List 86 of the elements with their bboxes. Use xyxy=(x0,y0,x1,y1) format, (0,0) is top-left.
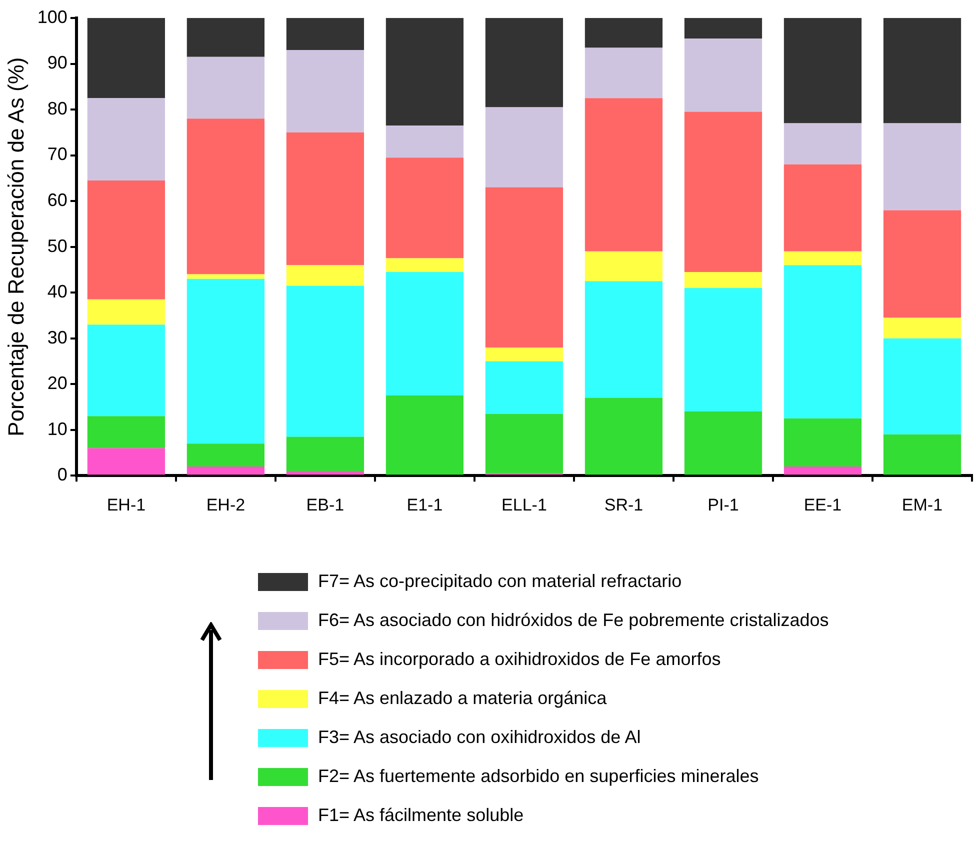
legend-label: F2= As fuertemente adsorbido en superficies minerales xyxy=(318,766,759,787)
bar xyxy=(784,418,862,466)
bar xyxy=(286,18,364,50)
y-tick-label: 50 xyxy=(47,236,68,256)
y-tick-label: 100 xyxy=(37,6,68,27)
x-tick-label: EM-1 xyxy=(902,495,943,514)
x-tick-label: SR-1 xyxy=(604,495,644,514)
y-tick-label: 30 xyxy=(47,327,68,348)
x-tick-label: ELL-1 xyxy=(502,495,547,514)
bar xyxy=(87,18,165,98)
bar xyxy=(684,288,762,412)
bar xyxy=(584,251,663,282)
bar xyxy=(286,436,364,472)
bar xyxy=(883,318,962,338)
bar xyxy=(883,18,962,124)
bar xyxy=(684,18,762,39)
bar xyxy=(784,466,862,475)
bar xyxy=(684,272,762,288)
bar xyxy=(883,123,962,210)
legend-label: F7= As co-precipitado con material refractario xyxy=(318,571,682,592)
bar xyxy=(286,265,364,286)
bar xyxy=(584,18,663,48)
y-tick-label: 70 xyxy=(47,144,68,164)
bar xyxy=(684,38,762,112)
bar xyxy=(386,158,464,258)
y-tick-label: 80 xyxy=(47,98,68,118)
y-tick-label: 60 xyxy=(47,190,68,210)
bar xyxy=(485,187,564,348)
bar xyxy=(584,98,663,252)
bar xyxy=(87,299,165,325)
bar xyxy=(784,18,862,124)
bar xyxy=(684,112,762,272)
legend-label: F3= As asociado con oxihidroxidos de Al xyxy=(318,727,641,748)
bar xyxy=(485,347,564,362)
bar xyxy=(186,274,264,279)
bar xyxy=(186,466,264,475)
bar xyxy=(186,444,264,466)
bar xyxy=(286,50,364,132)
bar xyxy=(386,126,464,158)
bar xyxy=(386,396,464,475)
bar xyxy=(87,324,165,416)
bar xyxy=(485,361,564,414)
bar xyxy=(584,281,663,398)
legend-label: F1= As fácilmente soluble xyxy=(318,805,524,826)
bar xyxy=(784,164,862,252)
legend-label: F6= As asociado con hidróxidos de Fe pobremente cristalizados xyxy=(318,610,829,631)
bar xyxy=(784,251,862,266)
bar xyxy=(186,118,264,274)
bar xyxy=(784,123,862,164)
y-tick-label: 0 xyxy=(57,464,68,485)
bar xyxy=(87,416,165,448)
bar xyxy=(186,56,264,119)
bar xyxy=(386,272,464,396)
bar xyxy=(485,18,564,108)
bar xyxy=(883,434,962,475)
x-tick-label: EH-1 xyxy=(106,495,146,514)
x-tick-label: EH-2 xyxy=(206,495,246,514)
bar xyxy=(87,448,165,475)
bar xyxy=(386,258,464,272)
y-tick-label: 40 xyxy=(47,282,68,302)
bar xyxy=(584,48,663,98)
x-tick-label: E1-1 xyxy=(406,495,443,514)
bar xyxy=(286,132,364,266)
y-axis-title: Porcentaje de Recuperación de As (%) xyxy=(3,57,28,436)
y-tick-label: 20 xyxy=(47,373,68,394)
bar xyxy=(87,98,165,180)
bar xyxy=(87,180,165,300)
bar xyxy=(684,412,762,475)
y-tick-label: 90 xyxy=(47,52,68,73)
bar xyxy=(485,107,564,188)
x-tick-label: EE-1 xyxy=(804,495,842,514)
bar xyxy=(286,286,364,437)
bar xyxy=(485,414,564,474)
bar xyxy=(186,18,264,57)
bar xyxy=(386,18,464,126)
bar xyxy=(584,398,663,475)
bar xyxy=(186,278,264,444)
legend-label: F5= As incorporado a oxihidroxidos de Fe amorfos xyxy=(318,649,721,670)
x-tick-label: EB-1 xyxy=(306,495,344,514)
x-tick-label: PI-1 xyxy=(708,495,739,514)
y-tick-label: 10 xyxy=(47,418,68,439)
bar xyxy=(286,471,364,475)
bar xyxy=(784,265,862,418)
bar xyxy=(883,210,962,318)
bar xyxy=(883,338,962,434)
legend-label: F4= As enlazado a materia orgánica xyxy=(318,688,607,709)
